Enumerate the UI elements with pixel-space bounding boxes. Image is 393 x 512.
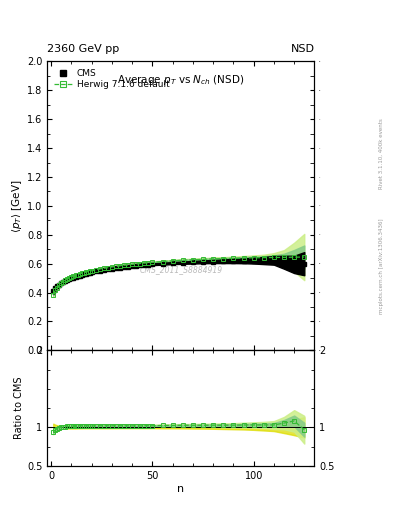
Text: CMS_2011_S8884919: CMS_2011_S8884919 xyxy=(139,265,222,274)
X-axis label: n: n xyxy=(177,483,184,494)
Text: Rivet 3.1.10, 400k events: Rivet 3.1.10, 400k events xyxy=(379,118,384,189)
Text: Average $p_T$ vs $N_{ch}$ (NSD): Average $p_T$ vs $N_{ch}$ (NSD) xyxy=(117,73,244,87)
Y-axis label: $\langle p_T \rangle$ [GeV]: $\langle p_T \rangle$ [GeV] xyxy=(10,179,24,232)
Text: mcplots.cern.ch [arXiv:1306.3436]: mcplots.cern.ch [arXiv:1306.3436] xyxy=(379,219,384,314)
Text: NSD: NSD xyxy=(290,44,314,54)
Text: 2360 GeV pp: 2360 GeV pp xyxy=(47,44,119,54)
Y-axis label: Ratio to CMS: Ratio to CMS xyxy=(14,377,24,439)
Legend: CMS, Herwig 7.1.6 default: CMS, Herwig 7.1.6 default xyxy=(51,66,173,92)
